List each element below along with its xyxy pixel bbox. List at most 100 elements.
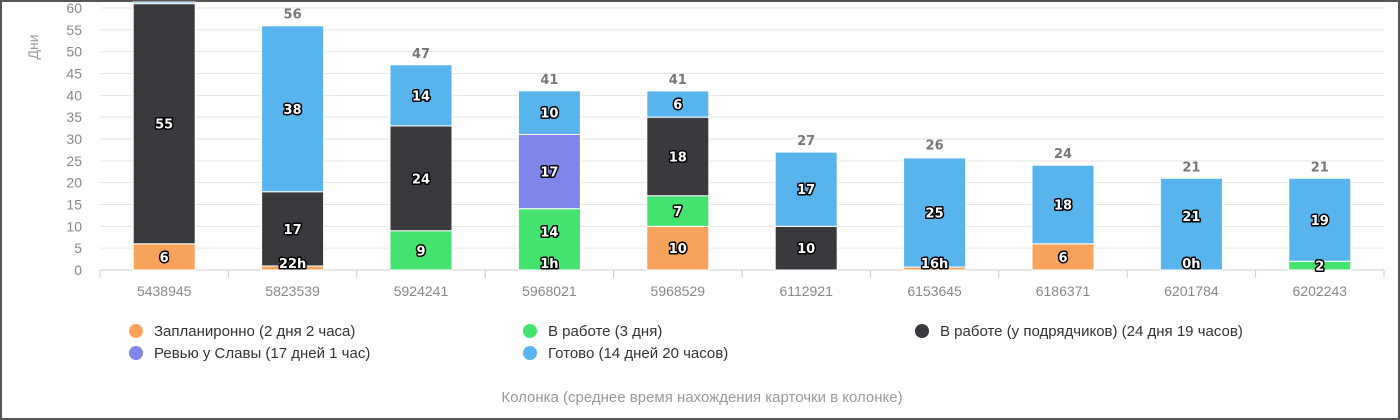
x-category-label: 5823539 (265, 283, 320, 299)
segment-label: 7 (673, 205, 682, 220)
x-category-label: 6186371 (1036, 283, 1091, 299)
bar-segment (774, 225, 838, 271)
x-category-label: 6112921 (779, 283, 833, 299)
segment-label: 2 (1315, 260, 1324, 275)
y-tick-label: 50 (66, 44, 82, 60)
legend-marker (129, 324, 143, 338)
y-tick-label: 55 (66, 22, 82, 38)
segment-label: 14 (540, 225, 558, 240)
bar-segment (132, 243, 196, 271)
legend: Запланиронно (2 дня 2 часа) В работе (3 д… (129, 323, 1243, 362)
bar-segment (389, 230, 453, 271)
segment-label: 14 (412, 89, 430, 104)
segment-label: 6 (673, 98, 682, 113)
y-tick-label: 5 (74, 240, 82, 256)
y-tick-label: 25 (66, 153, 82, 169)
segment-label: 18 (1054, 199, 1072, 214)
bar-total-label: 27 (797, 134, 815, 149)
bar-segment (517, 90, 581, 135)
y-tick-label: 60 (66, 0, 82, 16)
bar-stack: 16h 25 26 (903, 138, 967, 274)
bar-segment (517, 133, 581, 210)
segment-label: 18 (669, 150, 687, 165)
bar-segment (646, 90, 710, 118)
bar-segment (1031, 243, 1095, 271)
y-tick-label: 0 (74, 262, 82, 278)
bar-total-label: 41 (669, 73, 687, 88)
bar-segment (1031, 164, 1095, 245)
legend-item: В работе (у подрядчиков) (24 дня 19 часо… (915, 323, 1243, 340)
segment-label: 16h (921, 257, 948, 272)
x-category-label: 5968529 (651, 283, 706, 299)
legend-marker (523, 346, 537, 360)
y-tick-label: 30 (66, 131, 82, 147)
x-axis-title: Колонка (среднее время нахождения карточ… (501, 389, 902, 406)
bar-segment (1159, 177, 1223, 271)
segment-label: 10 (540, 107, 558, 122)
segment-label: 10 (797, 242, 815, 257)
x-category-label: 5438945 (137, 283, 192, 299)
bar-total-label: 26 (926, 138, 944, 153)
legend-marker (523, 324, 537, 338)
bar-total-label: 47 (412, 47, 430, 62)
segment-label: 17 (284, 223, 302, 238)
segment-label: 17 (540, 166, 558, 181)
segment-label: 19 (1311, 214, 1329, 229)
bar-stack: 21 0h 21 (1159, 160, 1223, 274)
segment-label: 55 (155, 118, 173, 133)
bar-total-label: 21 (1182, 160, 1200, 175)
bar-segment (389, 64, 453, 127)
bar-stack: 6 55 (132, 1, 196, 271)
x-category-label: 5924241 (394, 283, 449, 299)
bar-stack: 10 17 27 (774, 134, 838, 271)
bar-total-label: 21 (1311, 160, 1329, 175)
segment-label: 0h (1182, 257, 1200, 272)
bar-stack: 14 1h 17 10 41 (517, 73, 581, 274)
bar-segment (646, 195, 710, 227)
x-category-label: 5968021 (522, 283, 577, 299)
segment-label: 10 (669, 242, 687, 257)
segment-label: 22h (279, 257, 306, 272)
segment-label: 6 (1058, 251, 1067, 266)
legend-item: Ревью у Славы (17 дней 1 час) (129, 345, 370, 362)
y-axis-label: Дни (25, 34, 41, 59)
bar-stack: 2 19 21 (1288, 160, 1352, 276)
legend-label: В работе (3 дня) (548, 323, 662, 340)
bar-segment (389, 125, 453, 232)
segment-label: 9 (416, 244, 425, 259)
x-category-label: 6153645 (907, 283, 962, 299)
legend-label: Ревью у Славы (17 дней 1 час) (154, 345, 370, 362)
y-tick-label: 35 (66, 109, 82, 125)
y-tick-label: 40 (66, 87, 82, 103)
bar-segment (1288, 177, 1352, 262)
bar-stack: 10 7 18 6 41 (646, 73, 710, 271)
bar-segment (646, 116, 710, 197)
y-tick-label: 15 (66, 197, 82, 213)
segment-label: 1h (540, 257, 558, 272)
bar-segment (261, 25, 325, 193)
segment-label: 24 (412, 172, 430, 187)
bar-stack: 9 24 14 47 (389, 47, 453, 271)
y-axis-ticks: 0 5 10 15 20 25 30 35 40 45 50 55 60 (66, 0, 82, 278)
x-category-label: 6201784 (1164, 283, 1219, 299)
x-axis-categories: 5438945 5823539 5924241 5968021 5968529 61129… (137, 283, 1347, 299)
bar-total-label: 24 (1054, 147, 1072, 162)
segment-label: 17 (797, 183, 815, 198)
legend-item: Готово (14 дней 20 часов) (523, 345, 728, 362)
legend-label: Запланиронно (2 дня 2 часа) (154, 323, 355, 340)
legend-label: Готово (14 дней 20 часов) (548, 345, 728, 362)
legend-item: В работе (3 дня) (523, 323, 662, 340)
legend-marker (915, 324, 929, 338)
legend-marker (129, 346, 143, 360)
y-tick-label: 45 (66, 66, 82, 82)
legend-item: Запланиронно (2 дня 2 часа) (129, 323, 355, 340)
bar-segment (903, 157, 967, 268)
bar-segment (132, 1, 196, 5)
bar-total-label: 56 (284, 7, 302, 22)
bar-segment (261, 191, 325, 267)
segment-label: 25 (926, 206, 944, 221)
bar-stack: 6 18 24 (1031, 147, 1095, 271)
bars-group: 65522h1738569241447141h17104110718641101… (132, 1, 1352, 276)
y-tick-label: 20 (66, 175, 82, 191)
